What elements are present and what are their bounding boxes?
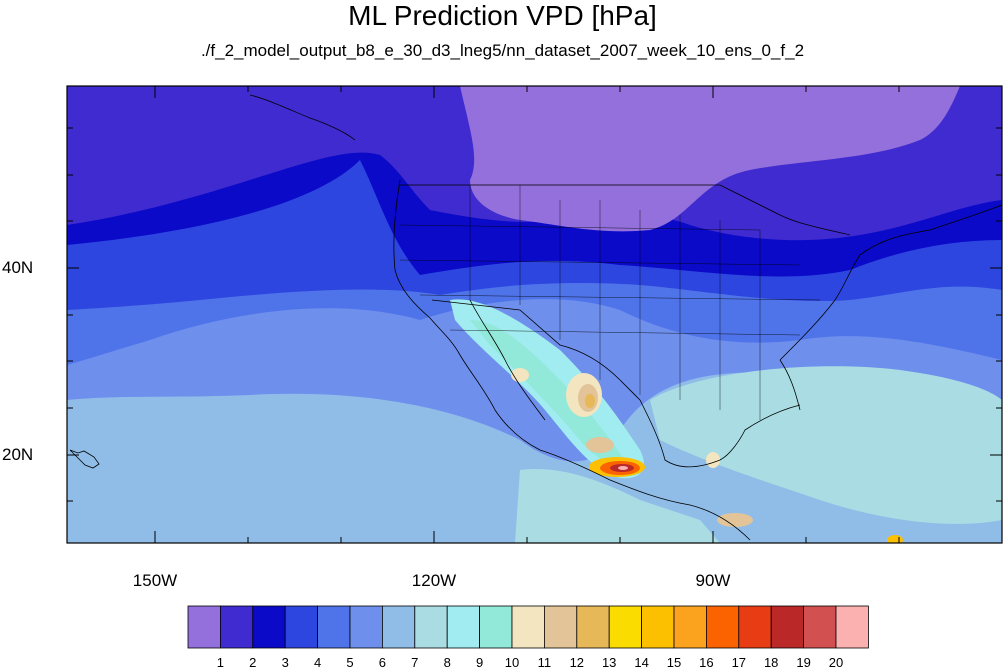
- colorbar-swatch: [835, 605, 869, 649]
- map-title: ML Prediction VPD [hPa]: [348, 0, 657, 31]
- florida: [779, 359, 801, 411]
- colorbar-swatch: [219, 605, 254, 649]
- field-central-america: [717, 513, 753, 527]
- vpd-field: [67, 86, 1002, 543]
- colorbar-level-label: 15: [666, 655, 682, 670]
- colorbar-swatch: [576, 605, 610, 649]
- colorbar-level-label: 3: [281, 655, 289, 670]
- colorbar-swatch: [284, 605, 319, 649]
- colorbar-level-label: 19: [796, 655, 811, 670]
- colorbar-swatch: [544, 605, 578, 649]
- lon-label-150w: 150W: [132, 571, 178, 590]
- colorbar-swatch: [349, 605, 383, 649]
- colorbar-swatch: [479, 605, 513, 649]
- field-band-lt1: [460, 86, 960, 232]
- lon-label-90w: 90W: [695, 571, 731, 590]
- field-band-7-8: [650, 366, 1002, 524]
- atlantic-coast: [779, 204, 1002, 361]
- alaska-coast: [249, 94, 356, 141]
- colorbar-level-label: 1: [216, 655, 224, 670]
- colorbar-level-label: 11: [537, 655, 552, 670]
- colorbar-level-label: 12: [569, 655, 585, 670]
- colorbar-swatch: [252, 605, 286, 649]
- state-lines-h: [399, 224, 821, 336]
- pacific-coast: [393, 179, 751, 541]
- field-subtropical: [67, 380, 540, 543]
- border-north: [400, 184, 851, 236]
- field-band-7-8-south: [515, 469, 720, 543]
- lat-label-40n: 40N: [2, 258, 34, 277]
- lon-label-120w: 120W: [411, 571, 457, 590]
- hawaii: [69, 449, 100, 469]
- colorbar-level-label: 20: [828, 655, 844, 670]
- colorbar-swatch: [381, 605, 416, 649]
- field-band-9-10: [470, 320, 625, 464]
- colorbar-level-label: 18: [763, 655, 779, 670]
- colorbar-level-label: 13: [601, 655, 617, 670]
- colorbar-swatch: [414, 605, 448, 649]
- colorbar-level-label: 8: [443, 655, 451, 670]
- colorbar-level-label: 4: [313, 655, 322, 670]
- colorbar-level-label: 2: [249, 655, 257, 670]
- colorbar-level-label: 5: [346, 655, 354, 670]
- colorbar-level-label: 7: [411, 655, 419, 670]
- colorbar-swatch: [511, 605, 545, 649]
- baja-peninsula: [469, 299, 546, 421]
- colorbar-level-label: 6: [378, 655, 386, 670]
- field-band-11-12-s: [586, 437, 614, 453]
- colorbar-swatch: [770, 605, 805, 649]
- field-yucatan: [706, 452, 720, 468]
- colorbar-level-label: 10: [504, 655, 520, 670]
- map-subtitle: ./f_2_model_output_b8_e_30_d3_lneg5/nn_d…: [200, 41, 805, 60]
- state-lines-v: [469, 185, 761, 420]
- colorbar: [187, 605, 869, 649]
- axis-ticks: [67, 86, 1002, 543]
- border-south: [431, 299, 641, 401]
- colorbar-swatch: [608, 605, 643, 649]
- colorbar-swatch: [803, 605, 837, 649]
- colorbar-level-label: 16: [699, 655, 714, 670]
- gulf-coast: [639, 399, 801, 468]
- coastlines: [69, 94, 1002, 541]
- colorbar-level-label: 14: [634, 655, 649, 670]
- colorbar-swatch: [446, 605, 481, 649]
- colorbar-level-label: 9: [475, 655, 484, 670]
- field-band-20: [618, 466, 628, 470]
- field-band-12-13: [585, 394, 595, 408]
- colorbar-swatch: [187, 605, 221, 649]
- colorbar-swatch: [641, 605, 675, 649]
- lat-label-20n: 20N: [2, 445, 34, 464]
- colorbar-swatch: [706, 605, 740, 649]
- colorbar-swatch: [673, 605, 707, 649]
- colorbar-level-label: 17: [731, 655, 747, 670]
- colorbar-swatch: [738, 605, 772, 649]
- colorbar-swatch: [317, 605, 351, 649]
